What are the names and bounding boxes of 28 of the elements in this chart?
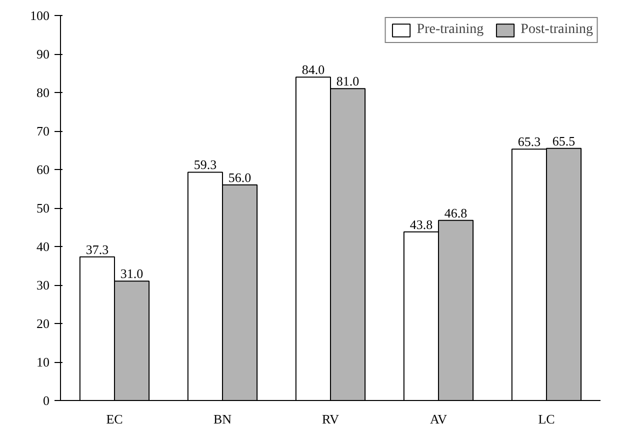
x-tick-label: RV [322,412,340,426]
y-tick-label: 40 [36,239,50,254]
y-tick-label: 90 [36,46,50,62]
y-tick-label: 20 [36,316,50,331]
data-label: 43.8 [410,216,433,232]
y-tick-label: 80 [36,85,50,100]
x-tick-label: BN [213,412,232,426]
y-tick-label: 70 [36,124,50,138]
x-tick-label: LC [538,412,555,426]
x-tick-label: AV [430,412,448,426]
data-label: 31.0 [120,266,144,282]
y-tick-label: 50 [36,200,50,216]
data-label: 59.3 [194,157,217,172]
legend-label: Pre-training [416,22,484,38]
data-label: 81.0 [336,74,360,89]
data-label: 56.0 [228,170,252,185]
y-tick-label: 60 [36,162,50,177]
x-tick-label: EC [106,412,123,426]
data-label: 37.3 [86,242,109,257]
data-label: 46.8 [444,205,468,220]
legend-label: Post-training [520,22,593,38]
y-tick-label: 10 [36,354,50,370]
data-label: 65.5 [552,133,576,148]
data-label: 65.3 [518,134,541,150]
y-tick-label: 0 [43,393,50,408]
y-tick-label: 30 [36,278,50,292]
data-label: 84.0 [302,62,325,78]
y-tick-label: 100 [30,8,50,23]
